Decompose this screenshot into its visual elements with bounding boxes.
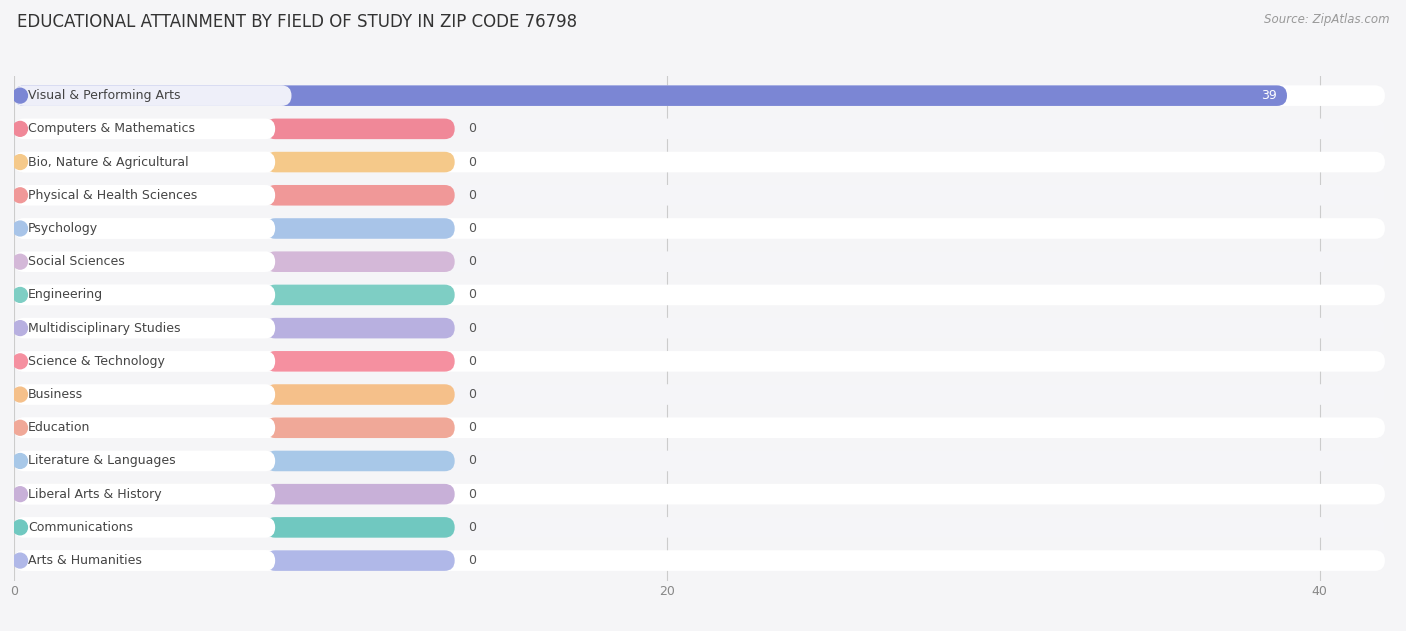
FancyBboxPatch shape [14, 285, 276, 305]
FancyBboxPatch shape [266, 152, 454, 172]
Text: Literature & Languages: Literature & Languages [28, 454, 176, 468]
Circle shape [13, 354, 27, 369]
Circle shape [13, 254, 27, 269]
FancyBboxPatch shape [14, 185, 1385, 206]
FancyBboxPatch shape [14, 517, 276, 538]
Text: 0: 0 [468, 189, 475, 202]
Circle shape [13, 454, 27, 468]
FancyBboxPatch shape [14, 119, 1385, 139]
FancyBboxPatch shape [14, 318, 276, 338]
FancyBboxPatch shape [14, 384, 1385, 405]
FancyBboxPatch shape [266, 550, 454, 571]
Text: Science & Technology: Science & Technology [28, 355, 165, 368]
Text: Education: Education [28, 422, 90, 434]
FancyBboxPatch shape [14, 351, 276, 372]
Text: Social Sciences: Social Sciences [28, 255, 125, 268]
Circle shape [13, 221, 27, 236]
FancyBboxPatch shape [266, 351, 454, 372]
FancyBboxPatch shape [14, 152, 276, 172]
Text: 0: 0 [468, 156, 475, 168]
FancyBboxPatch shape [14, 550, 276, 571]
FancyBboxPatch shape [266, 218, 454, 239]
Circle shape [13, 155, 27, 170]
FancyBboxPatch shape [14, 218, 1385, 239]
Text: 0: 0 [468, 222, 475, 235]
Text: Source: ZipAtlas.com: Source: ZipAtlas.com [1264, 13, 1389, 26]
Text: EDUCATIONAL ATTAINMENT BY FIELD OF STUDY IN ZIP CODE 76798: EDUCATIONAL ATTAINMENT BY FIELD OF STUDY… [17, 13, 576, 31]
Text: 0: 0 [468, 454, 475, 468]
FancyBboxPatch shape [266, 251, 454, 272]
Circle shape [13, 121, 27, 136]
FancyBboxPatch shape [14, 119, 276, 139]
FancyBboxPatch shape [14, 85, 291, 106]
FancyBboxPatch shape [266, 285, 454, 305]
Circle shape [13, 420, 27, 435]
Circle shape [13, 188, 27, 203]
FancyBboxPatch shape [14, 318, 1385, 338]
Text: 0: 0 [468, 355, 475, 368]
FancyBboxPatch shape [14, 251, 276, 272]
Circle shape [13, 520, 27, 535]
FancyBboxPatch shape [14, 152, 1385, 172]
Text: 0: 0 [468, 488, 475, 500]
Text: Multidisciplinary Studies: Multidisciplinary Studies [28, 322, 181, 334]
Circle shape [13, 288, 27, 302]
FancyBboxPatch shape [14, 418, 1385, 438]
Circle shape [13, 553, 27, 568]
FancyBboxPatch shape [14, 451, 276, 471]
FancyBboxPatch shape [266, 484, 454, 504]
FancyBboxPatch shape [14, 550, 1385, 571]
Text: Engineering: Engineering [28, 288, 104, 302]
Text: Physical & Health Sciences: Physical & Health Sciences [28, 189, 197, 202]
FancyBboxPatch shape [14, 484, 1385, 504]
Text: 0: 0 [468, 554, 475, 567]
Text: Visual & Performing Arts: Visual & Performing Arts [28, 89, 181, 102]
FancyBboxPatch shape [14, 85, 1286, 106]
Text: 0: 0 [468, 521, 475, 534]
FancyBboxPatch shape [14, 384, 276, 405]
Text: Bio, Nature & Agricultural: Bio, Nature & Agricultural [28, 156, 188, 168]
Text: 0: 0 [468, 288, 475, 302]
FancyBboxPatch shape [266, 185, 454, 206]
Circle shape [13, 321, 27, 336]
Text: 0: 0 [468, 322, 475, 334]
Text: Psychology: Psychology [28, 222, 98, 235]
Text: 0: 0 [468, 255, 475, 268]
Circle shape [13, 387, 27, 402]
FancyBboxPatch shape [14, 285, 1385, 305]
FancyBboxPatch shape [14, 251, 1385, 272]
Circle shape [13, 487, 27, 502]
FancyBboxPatch shape [266, 418, 454, 438]
FancyBboxPatch shape [266, 451, 454, 471]
FancyBboxPatch shape [266, 384, 454, 405]
FancyBboxPatch shape [14, 351, 1385, 372]
Circle shape [13, 88, 27, 103]
FancyBboxPatch shape [266, 119, 454, 139]
FancyBboxPatch shape [266, 318, 454, 338]
Text: 0: 0 [468, 422, 475, 434]
Text: Communications: Communications [28, 521, 134, 534]
Text: 0: 0 [468, 388, 475, 401]
FancyBboxPatch shape [14, 451, 1385, 471]
Text: Business: Business [28, 388, 83, 401]
FancyBboxPatch shape [14, 218, 276, 239]
Text: Computers & Mathematics: Computers & Mathematics [28, 122, 195, 136]
FancyBboxPatch shape [14, 517, 1385, 538]
FancyBboxPatch shape [266, 517, 454, 538]
FancyBboxPatch shape [14, 185, 276, 206]
Text: 0: 0 [468, 122, 475, 136]
FancyBboxPatch shape [14, 484, 276, 504]
FancyBboxPatch shape [14, 85, 1385, 106]
Text: Arts & Humanities: Arts & Humanities [28, 554, 142, 567]
Text: 39: 39 [1261, 89, 1277, 102]
Text: Liberal Arts & History: Liberal Arts & History [28, 488, 162, 500]
FancyBboxPatch shape [14, 418, 276, 438]
